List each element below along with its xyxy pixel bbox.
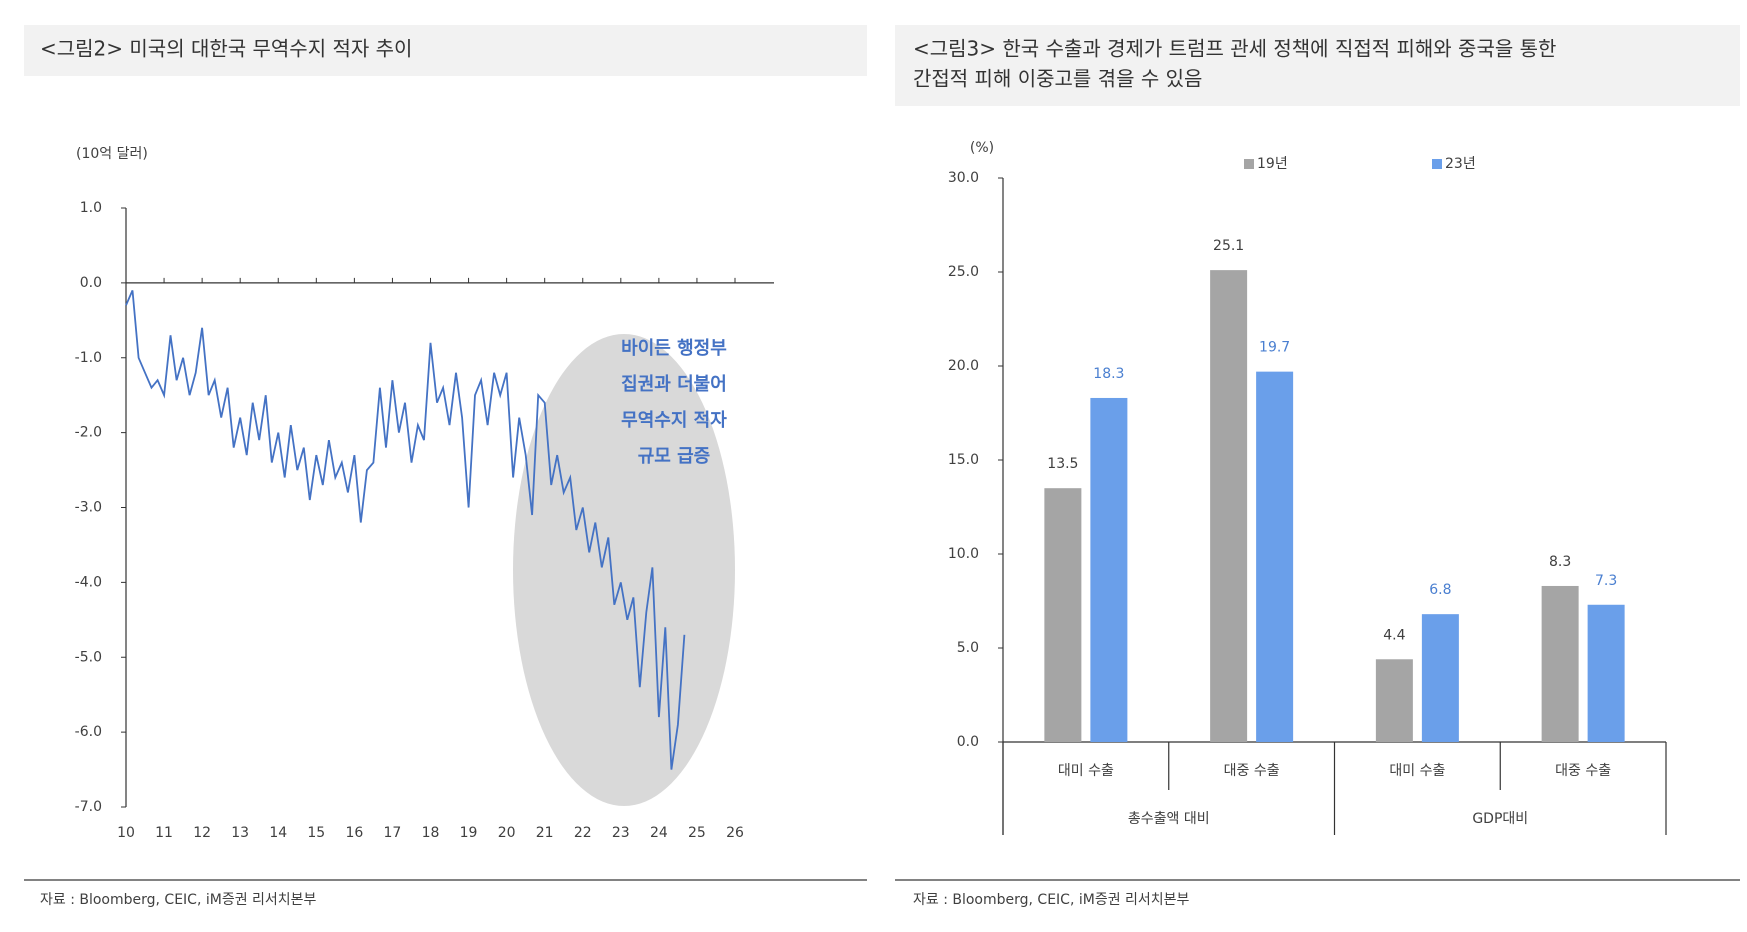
unit-label: (%) [970,140,994,156]
annotation: 무역수지 적자 [621,410,727,431]
y-tick-label: 1.0 [80,200,102,216]
y-tick-label: 20.0 [948,358,979,374]
data-label: 13.5 [1047,456,1078,472]
data-label: 6.8 [1429,582,1451,598]
bar [1044,488,1082,742]
x-tick-label: 14 [269,825,287,841]
y-tick-label: -2.0 [75,425,102,441]
title-bar [895,25,1740,106]
bar [1375,659,1413,742]
x-tick-label: 대중 수출 [1555,763,1611,779]
legend-label: 19년 [1257,156,1288,172]
chart-title: <그림3> 한국 수출과 경제가 트럼프 관세 정책에 직접적 피해와 중국을 … [913,37,1556,61]
y-tick-label: 0.0 [80,275,102,291]
x-tick-label: 24 [650,825,668,841]
y-tick-label: -3.0 [75,500,102,516]
legend-swatch [1432,159,1442,169]
annotation: 바이든 행정부 [621,338,727,359]
y-tick-label: 0.0 [957,734,979,750]
chart-title: 간접적 피해 이중고를 겪을 수 있음 [913,67,1202,91]
legend-label: 23년 [1445,156,1476,172]
x-tick-label: 17 [384,825,402,841]
x-tick-label: 23 [612,825,630,841]
x-tick-label: 22 [574,825,592,841]
highlight-ellipse [513,334,735,806]
group-label: GDP대비 [1472,811,1528,827]
x-tick-label: 대미 수출 [1389,763,1445,779]
x-tick-label: 12 [193,825,211,841]
x-tick-label: 19 [460,825,478,841]
y-tick-label: -6.0 [75,724,102,740]
data-label: 18.3 [1093,366,1124,382]
x-tick-label: 18 [422,825,440,841]
x-tick-label: 13 [231,825,249,841]
y-tick-label: -1.0 [75,350,102,366]
y-tick-label: -7.0 [75,799,102,815]
x-tick-label: 20 [498,825,516,841]
y-tick-label: -5.0 [75,649,102,665]
x-tick-label: 15 [307,825,325,841]
bar [1541,585,1579,742]
data-label: 19.7 [1259,340,1290,356]
source: 자료 : Bloomberg, CEIC, iM증권 리서치본부 [913,892,1190,908]
x-tick-label: 대미 수출 [1058,763,1114,779]
y-tick-label: 5.0 [957,640,979,656]
unit-label: (10억 달러) [76,146,148,162]
data-label: 25.1 [1213,238,1244,254]
x-tick-label: 26 [726,825,744,841]
legend-swatch [1244,159,1254,169]
x-tick-label: 16 [345,825,363,841]
y-tick-label: 15.0 [948,452,979,468]
y-tick-label: 10.0 [948,546,979,562]
y-tick-label: -4.0 [75,574,102,590]
x-tick-label: 25 [688,825,706,841]
source: 자료 : Bloomberg, CEIC, iM증권 리서치본부 [40,892,317,908]
annotation: 집권과 더불어 [621,374,727,395]
data-label: 7.3 [1595,573,1617,589]
x-tick-label: 10 [117,825,135,841]
bar [1421,614,1459,742]
bar [1210,270,1248,742]
bar [1587,604,1625,742]
y-tick-label: 25.0 [948,264,979,280]
bar [1090,397,1128,742]
x-tick-label: 대중 수출 [1224,763,1280,779]
trade-balance-line [125,290,686,770]
annotation: 규모 급증 [638,446,711,467]
title-bar [24,25,867,76]
group-label: 총수출액 대비 [1128,811,1210,827]
data-label: 8.3 [1549,554,1571,570]
x-tick-label: 11 [155,825,173,841]
chart-title: <그림2> 미국의 대한국 무역수지 적자 추이 [40,37,412,61]
x-tick-label: 21 [536,825,554,841]
y-tick-label: 30.0 [948,170,979,186]
bar [1256,371,1294,742]
data-label: 4.4 [1383,627,1405,643]
